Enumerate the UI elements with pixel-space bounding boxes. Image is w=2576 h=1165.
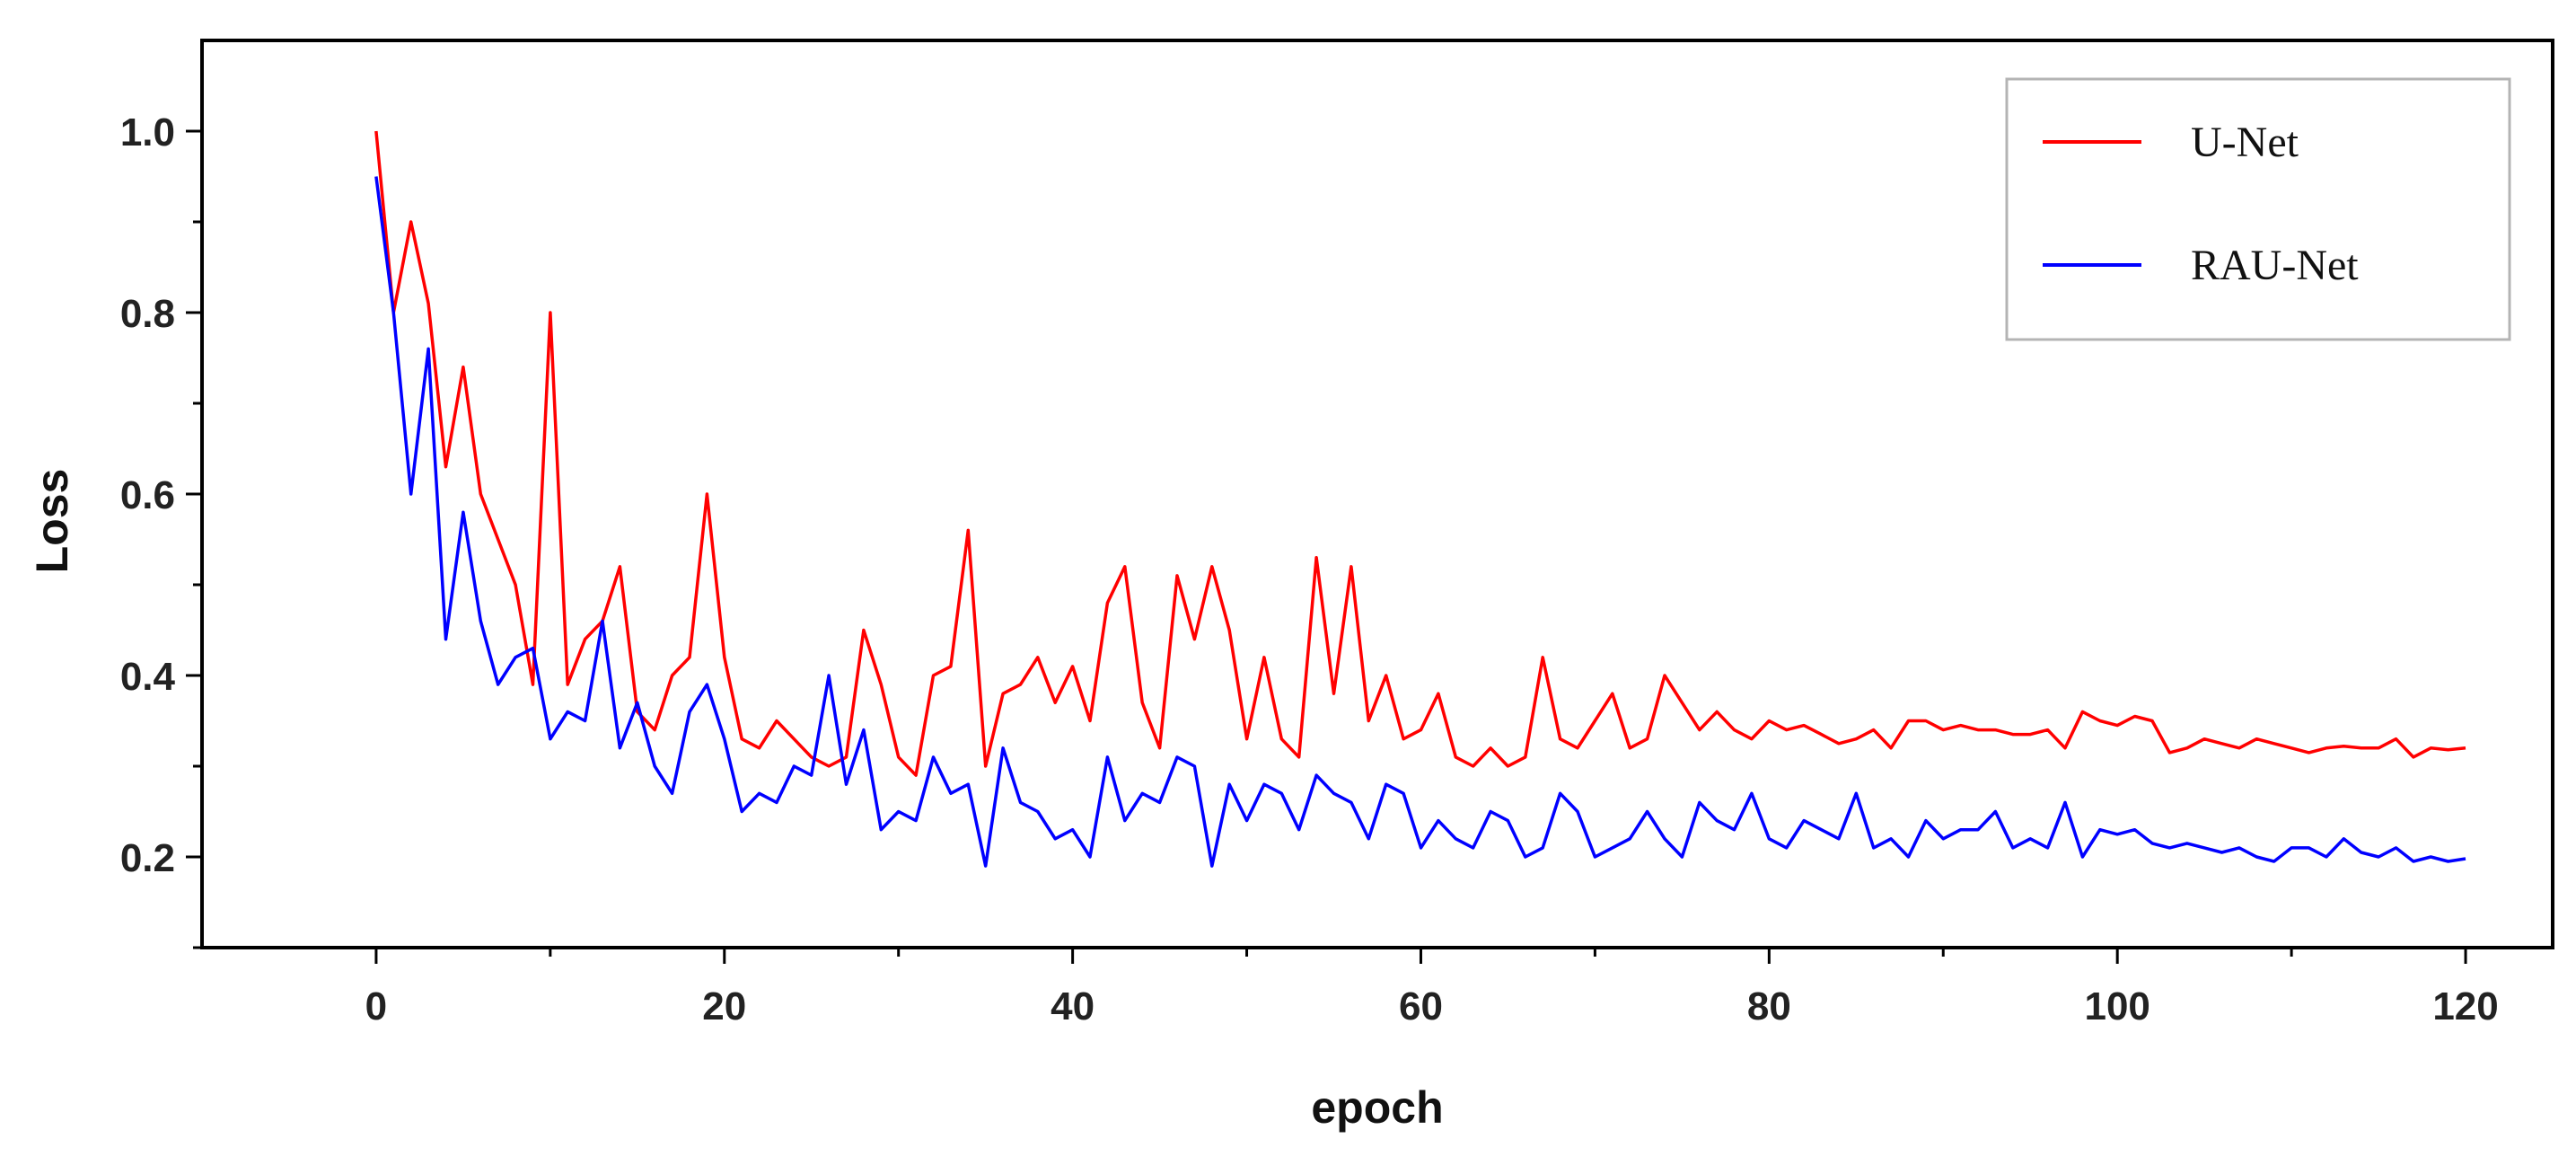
series-line-rau-net	[374, 176, 2466, 868]
y-tick-label: 0.8	[120, 292, 175, 336]
legend-label-unet: U-Net	[2191, 119, 2299, 166]
x-axis: 0 20 40 60 80 100 120	[365, 948, 2499, 1028]
y-tick-label: 1.0	[120, 110, 175, 154]
legend-box	[2005, 77, 2511, 341]
x-tick-label: 40	[1051, 984, 1095, 1028]
x-tick-label: 120	[2432, 984, 2498, 1028]
series-layer	[374, 130, 2466, 868]
x-tick-label: 60	[1399, 984, 1443, 1028]
x-tick-label: 0	[365, 984, 387, 1028]
series-line-u-net	[374, 130, 2466, 777]
y-axis-title: Loss	[27, 469, 77, 574]
x-tick-label: 100	[2084, 984, 2150, 1028]
x-tick-label: 20	[702, 984, 746, 1028]
x-tick-label: 80	[1747, 984, 1791, 1028]
y-tick-label: 0.6	[120, 473, 175, 517]
y-tick-label: 0.4	[120, 655, 176, 699]
legend: U-Net RAU-Net	[2005, 77, 2511, 341]
y-axis: 0.2 0.4 0.6 0.8 1.0	[120, 110, 202, 949]
legend-label-raunet: RAU-Net	[2191, 242, 2359, 289]
x-axis-title: epoch	[1311, 1082, 1443, 1133]
y-tick-label: 0.2	[120, 836, 175, 880]
